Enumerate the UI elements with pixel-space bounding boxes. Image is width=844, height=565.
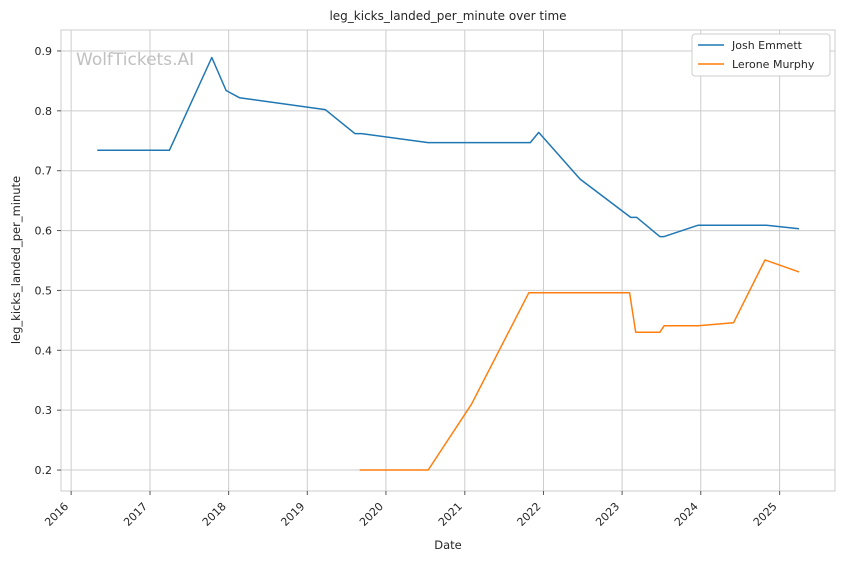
y-axis-title: leg_kicks_landed_per_minute xyxy=(9,176,23,344)
legend: Josh Emmett Lerone Murphy xyxy=(691,33,831,77)
x-tick-label: 2021 xyxy=(436,500,465,529)
legend-label-lerone-murphy: Lerone Murphy xyxy=(732,58,815,71)
y-tick-label: 0.3 xyxy=(35,404,53,417)
x-tick-label: 2017 xyxy=(121,500,150,529)
y-tick-label: 0.7 xyxy=(35,165,53,178)
plot-background xyxy=(60,29,836,492)
series-line-josh-emmett xyxy=(97,56,800,238)
x-tick-label: 2024 xyxy=(672,500,701,529)
x-tick-label: 2023 xyxy=(593,500,622,529)
x-tick-label: 2016 xyxy=(42,500,71,529)
y-tick-label: 0.6 xyxy=(35,225,53,238)
y-axis-ticks: 0.2 0.3 0.4 0.5 0.6 0.7 0.8 0.9 xyxy=(35,45,61,477)
x-tick-label: 2019 xyxy=(278,500,307,529)
x-tick-label: 2020 xyxy=(357,500,386,529)
y-tick-label: 0.4 xyxy=(35,344,53,357)
series-line-lerone-murphy xyxy=(359,259,800,471)
y-tick-label: 0.9 xyxy=(35,45,53,58)
x-axis-ticks: 2016 2017 2018 2019 2020 2021 2022 2023 2024 2025 xyxy=(42,491,781,529)
series-layer xyxy=(97,56,800,471)
grid-lines xyxy=(61,30,835,491)
x-tick-label: 2025 xyxy=(751,500,780,529)
y-tick-label: 0.2 xyxy=(35,464,53,477)
watermark: WolfTickets.AI xyxy=(76,50,194,70)
x-axis-title: Date xyxy=(434,538,462,552)
x-tick-label: 2022 xyxy=(515,500,544,529)
y-tick-label: 0.8 xyxy=(35,105,53,118)
y-tick-label: 0.5 xyxy=(35,284,53,297)
legend-box xyxy=(691,33,831,77)
legend-label-josh-emmett: Josh Emmett xyxy=(731,39,803,52)
chart-title: leg_kicks_landed_per_minute over time xyxy=(329,9,566,23)
x-tick-label: 2018 xyxy=(200,500,229,529)
